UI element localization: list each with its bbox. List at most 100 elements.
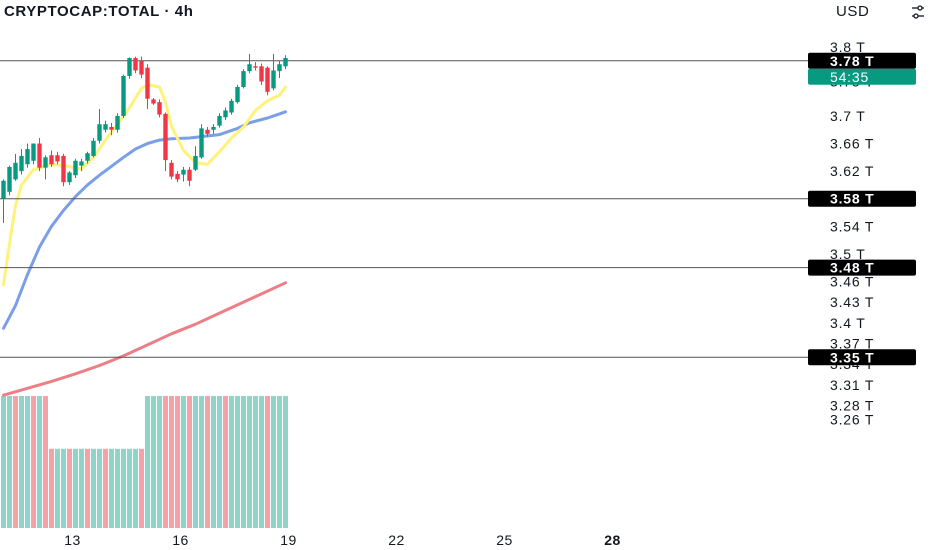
volume-bar	[247, 396, 252, 528]
volume-bar	[253, 396, 258, 528]
volume-bar	[151, 396, 156, 528]
volume-bar	[229, 396, 234, 528]
price-axis[interactable]: 3.8 T3.75 T3.7 T3.66 T3.62 T3.54 T3.5 T3…	[830, 39, 874, 427]
candle-body	[61, 155, 66, 183]
volume-bar	[7, 396, 12, 528]
candle-body	[133, 58, 138, 71]
volume-bar	[169, 396, 174, 528]
price-tag-label: 3.58 T	[830, 191, 875, 207]
candle-body	[199, 128, 204, 158]
candle-body	[169, 162, 174, 177]
volume-bar	[133, 448, 138, 528]
candle-body	[109, 126, 114, 130]
candle-body	[97, 124, 102, 141]
bar-countdown: 54:35	[830, 69, 869, 85]
candle-body	[163, 113, 168, 161]
time-axis[interactable]: 13 16 19 22 25 28	[64, 532, 621, 548]
volume-bar	[157, 396, 162, 528]
candle-body	[127, 58, 132, 76]
candle-body	[115, 115, 120, 130]
volume-bar	[211, 396, 216, 528]
candle-body	[253, 66, 258, 68]
volume-bar	[205, 396, 210, 528]
volume-bar	[217, 396, 222, 528]
volume-bar	[97, 448, 102, 528]
volume-bar	[109, 448, 114, 528]
candle-body	[157, 102, 162, 115]
volume-bar	[277, 396, 282, 528]
volume-bar	[55, 448, 60, 528]
candle-body	[19, 155, 24, 172]
volume-bar	[139, 448, 144, 528]
volume-bar	[13, 396, 18, 528]
candle-body	[121, 75, 126, 116]
time-tick-label: 19	[280, 532, 297, 548]
ma-slow-line	[2, 281, 287, 397]
currency-label[interactable]: USD	[836, 3, 870, 20]
price-tick-label: 3.54 T	[830, 218, 874, 234]
candle-body	[271, 70, 276, 89]
settings-icon[interactable]	[910, 4, 926, 20]
price-tick-label: 3.7 T	[830, 108, 866, 124]
price-tag-bg	[808, 52, 916, 69]
candle-body	[31, 143, 36, 161]
candle-body	[37, 143, 42, 168]
countdown-bg	[808, 68, 916, 85]
candle-body	[205, 129, 210, 134]
volume-bar	[241, 396, 246, 528]
candle-body	[223, 110, 228, 118]
candle-body	[229, 100, 234, 113]
price-tick-label: 3.31 T	[830, 377, 874, 393]
candle-body	[1, 180, 6, 199]
price-tag-label: 3.48 T	[830, 260, 875, 276]
volume-bar	[121, 448, 126, 528]
candle-body	[145, 67, 150, 99]
candle-body	[43, 157, 48, 168]
volume-bar	[259, 396, 264, 528]
candle-body	[235, 86, 240, 103]
candle-body	[211, 126, 216, 130]
volume-bar	[79, 448, 84, 528]
volume-bar	[199, 396, 204, 528]
volume-bar	[127, 448, 132, 528]
price-tags: 3.78 T54:35 3.58 T 3.48 T 3.35 T	[808, 52, 916, 366]
candle-body	[49, 155, 54, 165]
volume-bar	[145, 396, 150, 528]
time-tick-label: 16	[172, 532, 189, 548]
price-tick-label: 3.5 T	[830, 246, 866, 262]
candle-body	[217, 115, 222, 126]
volume-bar	[115, 448, 120, 528]
volume-bar	[73, 448, 78, 528]
candle-body	[151, 99, 156, 104]
volume-bar	[181, 396, 186, 528]
price-tick-label: 3.28 T	[830, 398, 874, 414]
volume-bar	[235, 396, 240, 528]
candle-body	[85, 153, 90, 161]
volume-bar	[103, 448, 108, 528]
price-tag-bg	[808, 349, 916, 366]
price-tag-bg	[808, 259, 916, 276]
volume-bar	[175, 396, 180, 528]
candle-body	[175, 173, 180, 180]
horizontal-levels[interactable]	[0, 60, 808, 358]
candle-body	[181, 169, 186, 175]
symbol-title[interactable]: CRYPTOCAP:TOTAL · 4h	[4, 3, 194, 20]
price-tick-label: 3.26 T	[830, 411, 874, 427]
candle-body	[241, 71, 246, 87]
candle-body	[67, 172, 72, 183]
price-tag-label: 3.78 T	[830, 53, 875, 69]
time-tick-label: 22	[388, 532, 405, 548]
volume-bar	[187, 396, 192, 528]
price-tick-label: 3.62 T	[830, 163, 874, 179]
price-tick-label: 3.37 T	[830, 335, 874, 351]
volume-bar	[31, 396, 36, 528]
moving-averages	[2, 83, 287, 397]
price-tag-label: 3.35 T	[830, 349, 875, 365]
price-tick-label: 3.4 T	[830, 315, 866, 331]
candlesticks	[1, 53, 288, 223]
volume-bar	[223, 396, 228, 528]
candle-body	[13, 162, 18, 180]
time-tick-label: 13	[64, 532, 81, 548]
candle-body	[187, 169, 192, 181]
